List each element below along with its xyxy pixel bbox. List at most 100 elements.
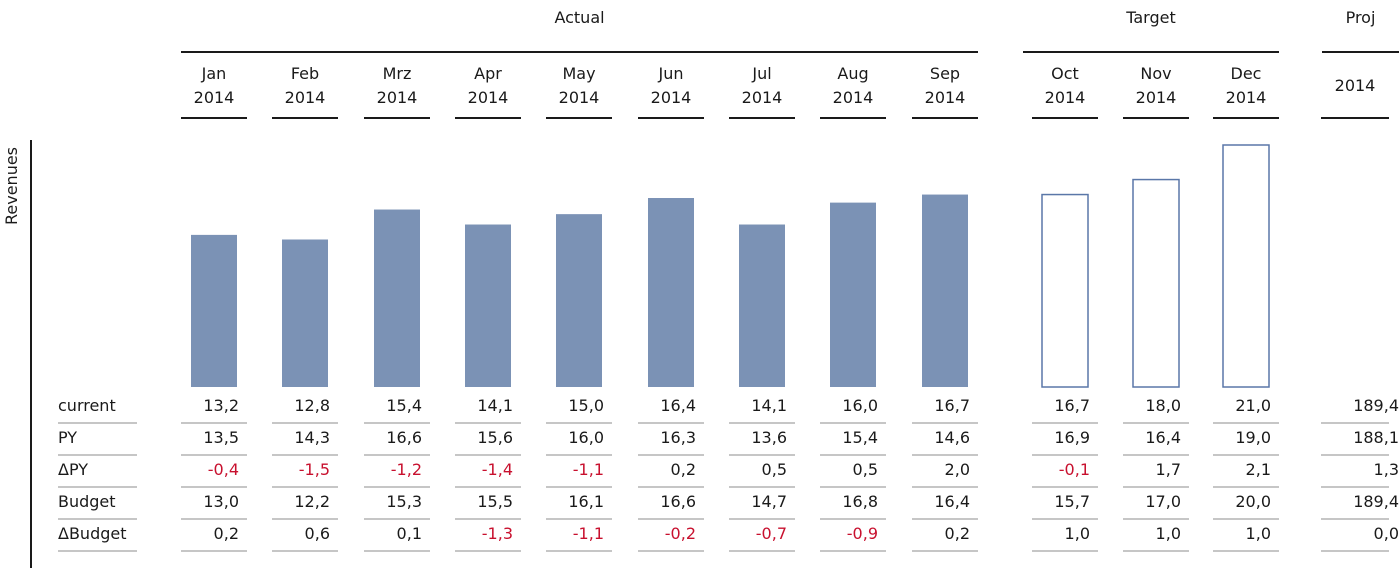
cell-value: -1,1 bbox=[573, 524, 604, 543]
cell-value: -1,3 bbox=[482, 524, 513, 543]
group-header-actual: Actual bbox=[554, 8, 604, 27]
cell-value: 189,4 bbox=[1353, 492, 1399, 511]
cell-value: 16,0 bbox=[568, 428, 604, 447]
cell-value: 20,0 bbox=[1235, 492, 1271, 511]
data-table: current 13,2 12,8 15,4 14,1 15,0 16,4 14,1 16,0 1… bbox=[58, 396, 1399, 552]
cell-value: 13,6 bbox=[751, 428, 787, 447]
category-month: Feb bbox=[291, 64, 319, 83]
category-month: Aug bbox=[837, 64, 868, 83]
category-year: 2014 bbox=[285, 88, 326, 107]
cell-value: 1,7 bbox=[1156, 460, 1181, 479]
category-year: 2014 bbox=[1136, 88, 1177, 107]
cell-value: 12,8 bbox=[294, 396, 330, 415]
cell-value: 15,3 bbox=[386, 492, 422, 511]
cell-value: 13,5 bbox=[203, 428, 239, 447]
cell-value: 15,7 bbox=[1054, 492, 1090, 511]
category-year: 2014 bbox=[742, 88, 783, 107]
cell-value: 14,6 bbox=[934, 428, 970, 447]
cell-value: 16,6 bbox=[386, 428, 422, 447]
cell-value: 17,0 bbox=[1145, 492, 1181, 511]
category-month: Jul bbox=[751, 64, 771, 83]
bars bbox=[191, 144, 1270, 388]
group-headers: Actual Target Proj bbox=[181, 8, 1399, 53]
cell-value: 16,7 bbox=[1054, 396, 1090, 415]
cell-value: 1,0 bbox=[1246, 524, 1271, 543]
category-year: 2014 bbox=[1226, 88, 1267, 107]
cell-value: 0,6 bbox=[305, 524, 330, 543]
cell-value: 0,5 bbox=[853, 460, 878, 479]
cell-value: 15,4 bbox=[386, 396, 422, 415]
cell-value: 0,2 bbox=[214, 524, 239, 543]
cell-value: 16,3 bbox=[660, 428, 696, 447]
category-year: 2014 bbox=[925, 88, 966, 107]
category-month: Sep bbox=[930, 64, 960, 83]
y-axis: Revenues bbox=[2, 140, 32, 568]
category-year: 2014 bbox=[377, 88, 418, 107]
cell-value: -0,4 bbox=[208, 460, 239, 479]
bar-target-11 bbox=[1222, 144, 1270, 388]
cell-value: 1,3 bbox=[1374, 460, 1399, 479]
cell-value: 21,0 bbox=[1235, 396, 1271, 415]
cell-value: 0,5 bbox=[762, 460, 787, 479]
category-year: 2014 bbox=[468, 88, 509, 107]
bar-actual-0 bbox=[191, 234, 237, 387]
category-month: Oct bbox=[1051, 64, 1079, 83]
category-month: Jun bbox=[658, 64, 684, 83]
cell-value: 12,2 bbox=[294, 492, 330, 511]
category-month: May bbox=[562, 64, 595, 83]
cell-value: -0,9 bbox=[847, 524, 878, 543]
bar-actual-2 bbox=[374, 209, 420, 387]
cell-value: -1,1 bbox=[573, 460, 604, 479]
category-month: Jan bbox=[201, 64, 227, 83]
bar-actual-1 bbox=[282, 239, 328, 387]
cell-value: 188,1 bbox=[1353, 428, 1399, 447]
cell-value: 16,1 bbox=[568, 492, 604, 511]
cell-value: -1,4 bbox=[482, 460, 513, 479]
cell-value: 16,0 bbox=[842, 396, 878, 415]
bar-actual-6 bbox=[739, 224, 785, 387]
cell-value: 189,4 bbox=[1353, 396, 1399, 415]
cell-value: 13,0 bbox=[203, 492, 239, 511]
cell-value: -1,2 bbox=[391, 460, 422, 479]
cell-value: 13,2 bbox=[203, 396, 239, 415]
cell-value: -0,1 bbox=[1059, 460, 1090, 479]
cell-value: 15,6 bbox=[477, 428, 513, 447]
cell-value: 16,9 bbox=[1054, 428, 1090, 447]
cell-value: 19,0 bbox=[1235, 428, 1271, 447]
row-label: current bbox=[58, 396, 116, 415]
row-label: ΔBudget bbox=[58, 524, 127, 543]
bar-actual-7 bbox=[830, 202, 876, 387]
cell-value: 16,4 bbox=[934, 492, 970, 511]
bar-actual-8 bbox=[922, 194, 968, 387]
cell-value: 2,1 bbox=[1246, 460, 1271, 479]
cell-value: 14,3 bbox=[294, 428, 330, 447]
cell-value: 0,2 bbox=[671, 460, 696, 479]
group-header-proj: Proj bbox=[1346, 8, 1376, 27]
cell-value: 0,2 bbox=[945, 524, 970, 543]
category-labels: Jan 2014 Feb 2014 Mrz 2014 Apr 2014 May 2014 Jun 20… bbox=[181, 64, 1389, 119]
cell-value: -0,7 bbox=[756, 524, 787, 543]
cell-value: 15,4 bbox=[842, 428, 878, 447]
bar-target-9 bbox=[1041, 193, 1089, 388]
cell-value: 16,7 bbox=[934, 396, 970, 415]
cell-value: 16,4 bbox=[660, 396, 696, 415]
bar-actual-3 bbox=[465, 224, 511, 387]
category-year: 2014 bbox=[1335, 76, 1376, 95]
row-label: PY bbox=[58, 428, 77, 447]
cell-value: -1,5 bbox=[299, 460, 330, 479]
cell-value: 16,8 bbox=[842, 492, 878, 511]
cell-value: 14,7 bbox=[751, 492, 787, 511]
cell-value: 15,0 bbox=[568, 396, 604, 415]
cell-value: 0,0 bbox=[1374, 524, 1399, 543]
cell-value: 0,1 bbox=[397, 524, 422, 543]
group-header-target: Target bbox=[1125, 8, 1176, 27]
category-month: Dec bbox=[1231, 64, 1262, 83]
cell-value: 15,5 bbox=[477, 492, 513, 511]
row-label: Budget bbox=[58, 492, 116, 511]
row-label: ΔPY bbox=[58, 460, 88, 479]
cell-value: 14,1 bbox=[751, 396, 787, 415]
category-year: 2014 bbox=[833, 88, 874, 107]
category-year: 2014 bbox=[194, 88, 235, 107]
cell-value: 14,1 bbox=[477, 396, 513, 415]
